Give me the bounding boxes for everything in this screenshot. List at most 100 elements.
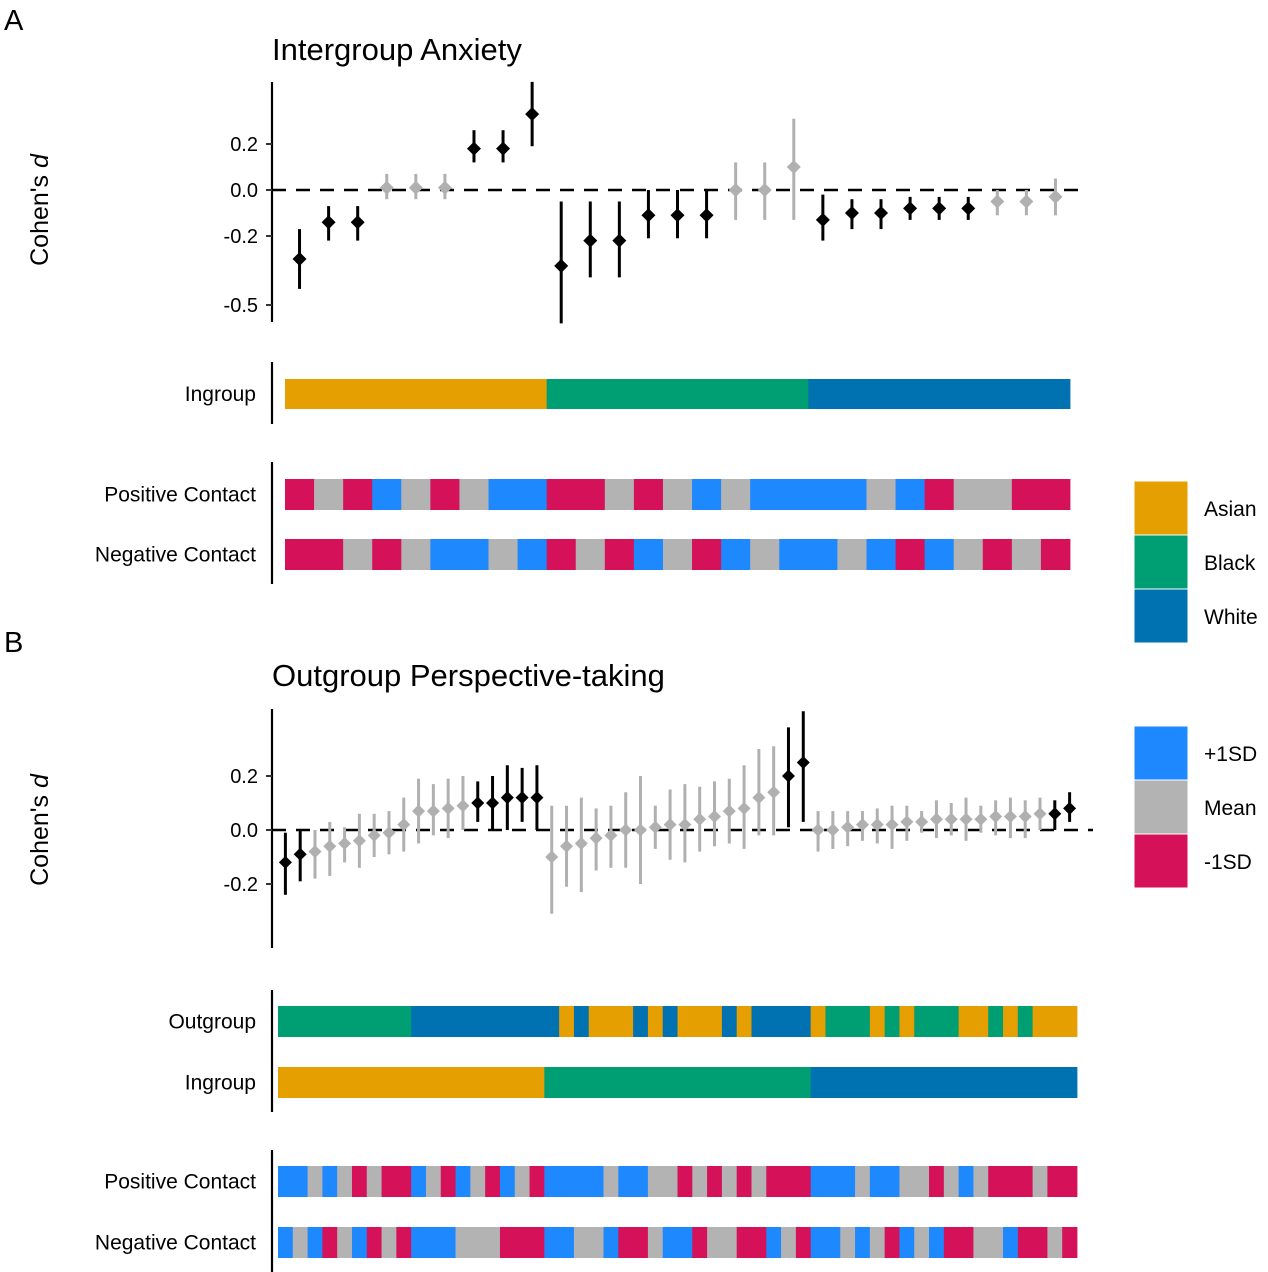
effect-point (826, 811, 840, 849)
contact-strip-cell (736, 1166, 752, 1197)
contact-strip-cell (1047, 1227, 1063, 1258)
group-strip-cell (411, 1006, 560, 1037)
contact-strip-cell (924, 539, 955, 570)
effect-point (641, 190, 656, 239)
y-tick-label: 0.2 (230, 766, 258, 788)
point-estimate-diamond (900, 815, 914, 829)
point-estimate-diamond (515, 791, 529, 805)
effect-point (367, 813, 381, 857)
effect-point (903, 196, 918, 220)
contact-strip-cell (953, 479, 984, 510)
point-estimate-diamond (612, 233, 627, 248)
effect-point (815, 194, 830, 241)
point-estimate-diamond (350, 215, 365, 230)
contact-strip-cell (285, 479, 315, 510)
contact-strip-cell (899, 1166, 930, 1197)
point-estimate-diamond (841, 820, 855, 834)
effect-point (722, 778, 736, 844)
effect-point (663, 789, 677, 860)
legend-label: +1SD (1204, 743, 1257, 766)
contact-strip-cell (707, 1227, 738, 1258)
legend-swatch (1133, 480, 1189, 536)
effect-point (412, 778, 426, 844)
legend-swatch (1133, 588, 1189, 644)
contact-strip-cell (575, 479, 606, 510)
contact-strip-cell (914, 1227, 930, 1258)
effect-point (379, 173, 394, 200)
effect-point (796, 711, 810, 822)
point-estimate-diamond (670, 208, 685, 223)
point-estimate-diamond (885, 818, 899, 832)
contact-strip-cell (337, 1166, 353, 1197)
effect-point (1033, 797, 1047, 830)
point-estimate-diamond (767, 785, 781, 799)
contact-strip-cell (372, 539, 402, 570)
contact-strip-cell (1011, 539, 1042, 570)
point-estimate-diamond (619, 823, 633, 837)
contact-strip-cell (808, 479, 838, 510)
effect-point (870, 808, 884, 844)
point-estimate-diamond (379, 180, 394, 195)
panel-b-strips: Outgroup Ingroup Positive Contact Negative … (95, 990, 1078, 1272)
group-strip-cell (721, 1006, 738, 1037)
contact-strip-cell (736, 1227, 767, 1258)
point-estimate-diamond (699, 208, 714, 223)
legend-label: Mean (1204, 797, 1257, 820)
legend-swatch (1133, 725, 1189, 781)
effect-point (397, 797, 411, 852)
panel-a: A Intergroup Anxiety 0.2 0.0 -0.2 -0.5 Cohen… (4, 5, 1086, 584)
contact-strip-cell (372, 479, 402, 510)
point-estimate-diamond (437, 180, 452, 195)
contact-strip-cell (837, 539, 867, 570)
group-strip-cell (546, 379, 809, 409)
point-estimate-diamond (648, 820, 662, 834)
point-estimate-diamond (974, 812, 988, 826)
contact-strip-cell (840, 1227, 856, 1258)
effect-point (990, 190, 1005, 216)
contact-strip-cell (1017, 1227, 1048, 1258)
effect-point (293, 830, 307, 882)
effect-point (670, 190, 685, 239)
effect-point (959, 797, 973, 841)
contact-strip-cell (810, 1166, 856, 1197)
contact-strip-cell (603, 1227, 619, 1258)
effect-point (844, 199, 859, 230)
group-strip-cell (899, 1006, 915, 1037)
contact-strip-cell (1062, 1227, 1078, 1258)
legend-ingroup-race: Asian Black White (1133, 480, 1258, 644)
contact-strip-cell (366, 1166, 382, 1197)
effect-point (486, 776, 500, 830)
effect-point (1048, 178, 1063, 216)
contact-strip-cell (401, 539, 431, 570)
effect-point (589, 808, 603, 871)
point-estimate-diamond (367, 828, 381, 842)
contact-strip-cell (1011, 479, 1042, 510)
point-estimate-diamond (811, 823, 825, 837)
point-estimate-diamond (874, 206, 889, 220)
contact-strip-cell (488, 539, 518, 570)
contact-strip-cell (618, 1166, 649, 1197)
contact-strip-cell (488, 479, 518, 510)
group-strip-cell (677, 1006, 723, 1037)
contact-strip-cell (618, 1227, 649, 1258)
group-strip-cell (751, 1006, 812, 1037)
effect-point (974, 805, 988, 833)
point-estimate-diamond (944, 812, 958, 826)
point-estimate-diamond (574, 837, 588, 850)
contact-strip-cell (647, 1166, 678, 1197)
effect-point (1048, 800, 1062, 830)
effect-point (693, 786, 707, 852)
point-estimate-diamond (471, 796, 485, 810)
point-estimate-diamond (486, 796, 500, 810)
group-strip-cell (1017, 1006, 1034, 1037)
effect-point (308, 830, 322, 879)
contact-strip-cell (307, 1227, 323, 1258)
y-tick-label: 0.0 (230, 180, 258, 202)
group-strip-cell (285, 379, 548, 409)
contact-strip-cell (366, 1227, 382, 1258)
effect-point (757, 162, 772, 220)
group-strip-cell (544, 1067, 812, 1098)
point-estimate-diamond (722, 804, 736, 818)
point-estimate-diamond (583, 233, 598, 248)
